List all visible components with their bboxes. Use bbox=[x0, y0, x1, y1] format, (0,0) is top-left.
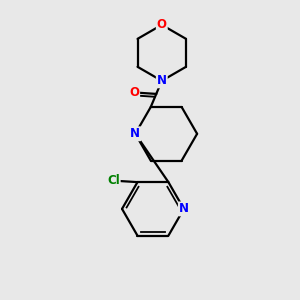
Text: N: N bbox=[179, 202, 189, 215]
Text: O: O bbox=[129, 86, 139, 99]
Text: Cl: Cl bbox=[107, 174, 120, 187]
Text: O: O bbox=[157, 18, 167, 32]
Text: N: N bbox=[157, 74, 167, 87]
Text: N: N bbox=[130, 127, 140, 140]
